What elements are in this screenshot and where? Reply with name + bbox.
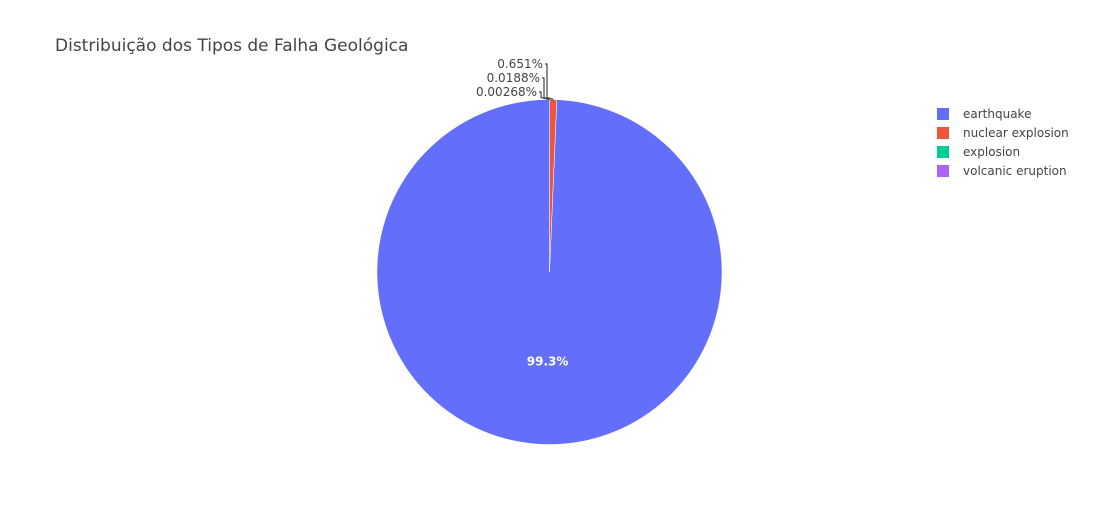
slice-label-explosion: 0.0188% (487, 71, 540, 85)
leader-line-volcanic-eruption (539, 91, 550, 101)
legend-swatch-volcanic-eruption (937, 165, 949, 177)
legend-label-explosion: explosion (963, 145, 1020, 159)
legend-swatch-earthquake (937, 108, 949, 120)
leader-line-nuclear-explosion (545, 63, 554, 101)
chart-title: Distribuição dos Tipos de Falha Geológic… (55, 36, 408, 56)
legend-label-nuclear-explosion: nuclear explosion (963, 126, 1069, 140)
legend-label-earthquake: earthquake (963, 107, 1031, 121)
legend-label-volcanic-eruption: volcanic eruption (963, 164, 1067, 178)
slice-label-volcanic-eruption: 0.00268% (476, 85, 537, 99)
slice-labels: 99.3% 0.651%0.0188%0.00268% (476, 57, 568, 369)
legend-item-nuclear-explosion[interactable]: nuclear explosion (937, 126, 1069, 140)
legend: earthquake nuclear explosion explosion volc… (937, 107, 1069, 178)
pie-slices (376, 99, 723, 445)
legend-item-volcanic-eruption[interactable]: volcanic eruption (937, 164, 1067, 178)
legend-item-explosion[interactable]: explosion (937, 145, 1020, 159)
legend-swatch-explosion (937, 146, 949, 158)
legend-swatch-nuclear-explosion (937, 127, 949, 139)
legend-item-earthquake[interactable]: earthquake (937, 107, 1031, 121)
slice-label-earthquake: 99.3% (527, 355, 569, 369)
slice-label-nuclear-explosion: 0.651% (497, 57, 543, 71)
leader-lines (539, 63, 554, 101)
